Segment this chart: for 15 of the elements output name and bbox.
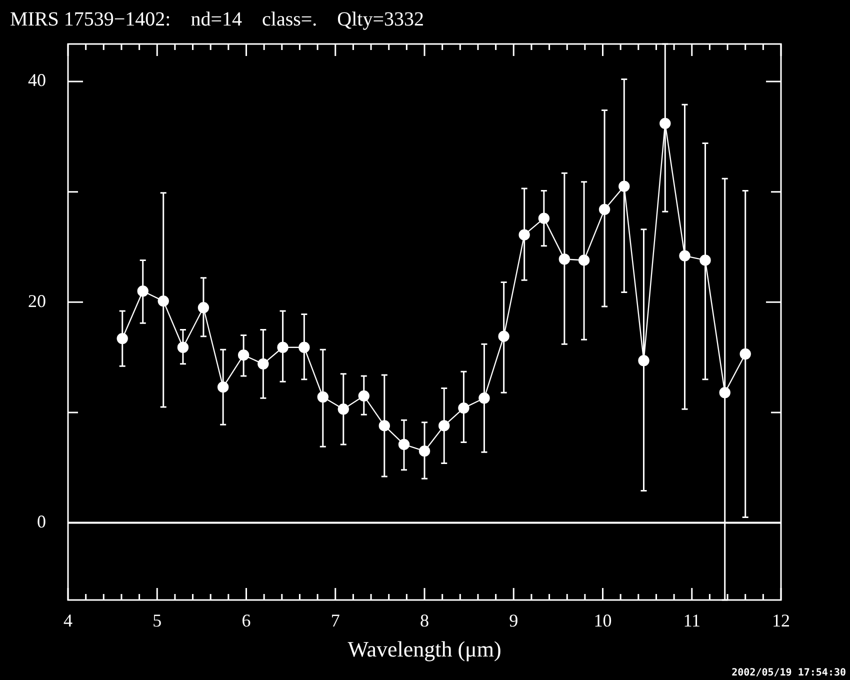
y-tick-label: 20 [28,290,46,311]
x-tick-label: 11 [683,610,701,631]
x-tick-label: 7 [330,610,340,631]
x-tick-label: 8 [420,610,429,631]
x-tick-label: 12 [772,610,790,631]
x-tick-label: 9 [509,610,518,631]
x-tick-label: 10 [594,610,612,631]
y-tick-label: 0 [37,512,46,532]
text: 2002/05/19 17:54:30 [732,668,846,679]
chart-title: MIRS 17539−1402: nd=14 class=. Qlty=3332 [10,8,424,30]
x-tick-label: 5 [152,610,162,631]
x-axis-title: Wavelength (μm) [348,636,502,662]
x-tick-label: 6 [242,610,251,631]
y-tick-label: 40 [28,70,46,90]
x-tick-label: 4 [64,610,72,631]
